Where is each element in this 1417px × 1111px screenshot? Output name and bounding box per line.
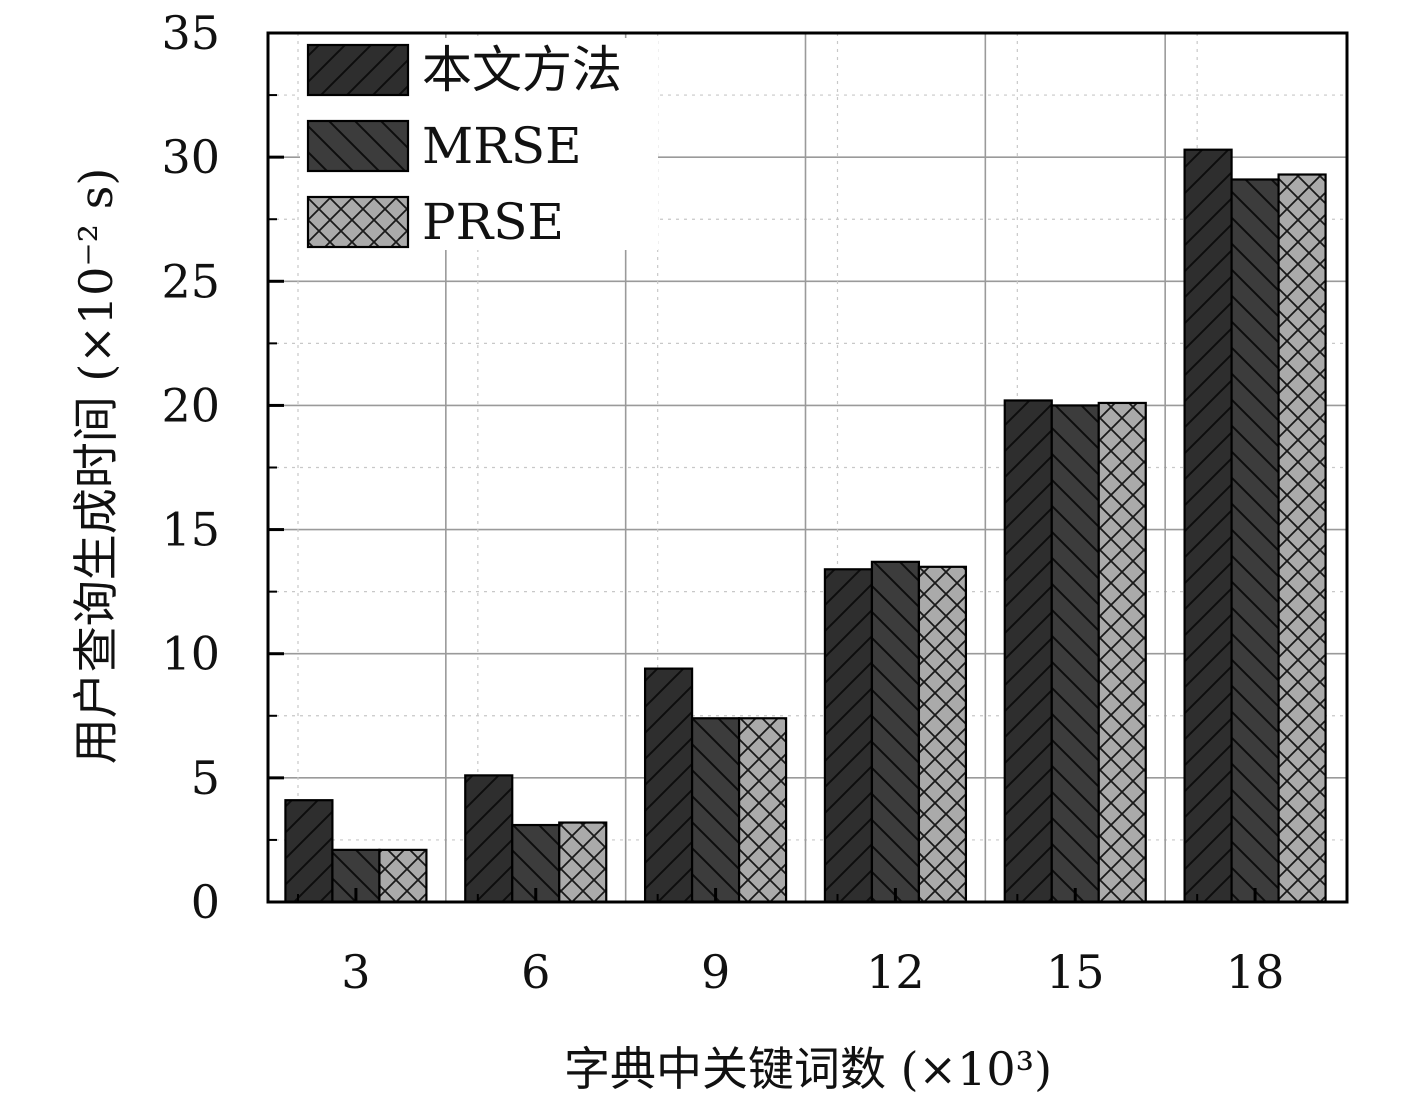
legend-label-2: MRSE <box>422 117 582 175</box>
legend-label-3: PRSE <box>422 193 564 251</box>
bar-series1-18 <box>1183 148 1233 904</box>
x-axis-title: 字典中关键词数 (×10³) <box>564 1042 1052 1096</box>
y-tick-label: 5 <box>191 751 220 805</box>
x-tick-label: 9 <box>701 945 730 999</box>
x-tick-label: 18 <box>1226 945 1285 999</box>
legend-swatch-1 <box>306 43 410 97</box>
axes <box>266 31 1349 904</box>
y-tick-label: 0 <box>191 875 220 929</box>
legend-label-1: 本文方法 <box>422 41 622 99</box>
x-tick-label: 15 <box>1046 945 1105 999</box>
y-tick-label: 10 <box>161 627 220 681</box>
x-tick-label: 3 <box>341 945 370 999</box>
x-tick-label: 6 <box>521 945 550 999</box>
bars <box>284 148 1327 904</box>
legend-swatch-3 <box>306 195 410 249</box>
y-tick-label: 25 <box>161 254 220 308</box>
bar-series1-9 <box>643 667 694 904</box>
bar-series1-3 <box>284 799 334 904</box>
y-axis-title: 用户查询生成时间 (×10⁻² s) <box>69 168 123 765</box>
bar-series3-9 <box>737 717 788 904</box>
y-tick-label: 20 <box>161 378 220 432</box>
bar-series1-6 <box>464 774 514 904</box>
bar-series2-9 <box>690 717 741 904</box>
bar-series3-12 <box>917 565 968 904</box>
bar-series1-12 <box>823 568 874 904</box>
y-tick-label: 15 <box>161 503 220 557</box>
bar-series1-15 <box>1003 399 1053 904</box>
bar-series3-6 <box>558 821 608 904</box>
tick-labels: 0 5 10 15 20 25 30 35 3 6 9 12 15 18 <box>161 6 1284 999</box>
bar-series2-15 <box>1050 404 1100 904</box>
x-tick-label: 12 <box>866 945 925 999</box>
bar-series2-18 <box>1230 178 1280 904</box>
bar-series3-15 <box>1097 401 1147 904</box>
y-tick-label: 35 <box>161 6 220 60</box>
legend-swatch-2 <box>306 119 410 173</box>
legend: 本文方法 MRSE PRSE <box>300 38 658 251</box>
bar-series3-3 <box>378 848 428 904</box>
bar-series3-18 <box>1277 173 1327 904</box>
bar-series2-12 <box>870 560 921 904</box>
y-tick-label: 30 <box>161 130 220 184</box>
